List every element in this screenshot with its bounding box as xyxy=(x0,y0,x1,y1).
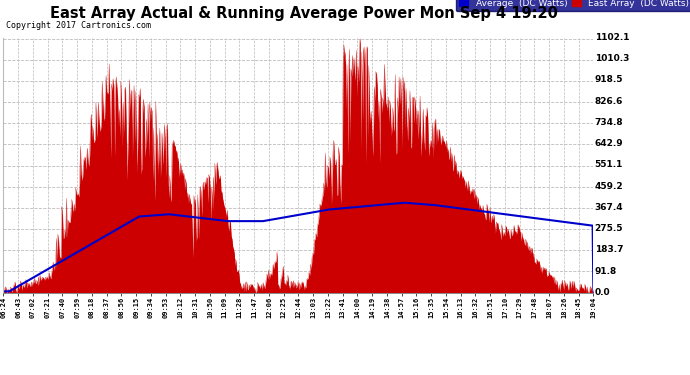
Text: 275.5: 275.5 xyxy=(595,224,623,233)
Text: 183.7: 183.7 xyxy=(595,246,623,255)
Text: 91.8: 91.8 xyxy=(595,267,617,276)
Text: 1010.3: 1010.3 xyxy=(595,54,629,63)
Text: 367.4: 367.4 xyxy=(595,203,623,212)
Text: 551.1: 551.1 xyxy=(595,160,623,170)
Text: 642.9: 642.9 xyxy=(595,139,623,148)
Text: 826.6: 826.6 xyxy=(595,97,623,106)
Text: Copyright 2017 Cartronics.com: Copyright 2017 Cartronics.com xyxy=(6,21,150,30)
Text: 459.2: 459.2 xyxy=(595,182,623,191)
Legend: Average  (DC Watts), East Array  (DC Watts): Average (DC Watts), East Array (DC Watts… xyxy=(456,0,690,11)
Text: 1102.1: 1102.1 xyxy=(595,33,629,42)
Text: 734.8: 734.8 xyxy=(595,118,623,127)
Text: East Array Actual & Running Average Power Mon Sep 4 19:20: East Array Actual & Running Average Powe… xyxy=(50,6,558,21)
Text: 918.5: 918.5 xyxy=(595,75,623,84)
Text: 0.0: 0.0 xyxy=(595,288,610,297)
